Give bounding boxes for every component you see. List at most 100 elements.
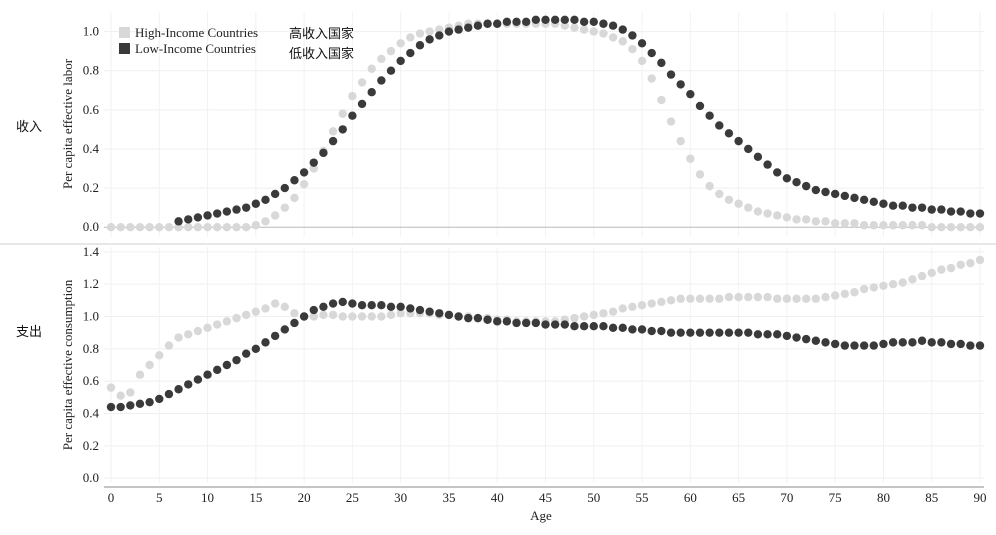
point-low-income-countries <box>966 209 975 218</box>
point-high-income-countries <box>357 78 367 87</box>
point-high-income-countries <box>705 294 714 303</box>
point-low-income-countries <box>406 304 415 313</box>
point-low-income-countries <box>541 320 550 329</box>
point-high-income-countries <box>705 181 714 191</box>
point-high-income-countries <box>618 37 627 46</box>
point-low-income-countries <box>328 136 338 146</box>
point-low-income-countries <box>647 326 656 336</box>
x-tick-label: 75 <box>829 490 842 505</box>
point-high-income-countries <box>367 64 376 73</box>
point-high-income-countries <box>328 310 338 320</box>
point-high-income-countries <box>193 223 203 232</box>
x-tick-label: 40 <box>491 490 504 505</box>
point-low-income-countries <box>473 21 483 30</box>
point-high-income-countries <box>319 310 328 320</box>
point-high-income-countries <box>135 223 145 232</box>
point-low-income-countries <box>956 339 965 349</box>
point-low-income-countries <box>686 328 695 337</box>
point-high-income-countries <box>377 312 386 321</box>
point-high-income-countries <box>927 268 936 278</box>
point-low-income-countries <box>715 121 724 130</box>
point-high-income-countries <box>898 221 907 230</box>
point-low-income-countries <box>956 207 965 216</box>
point-low-income-countries <box>328 299 338 308</box>
point-low-income-countries <box>676 328 685 337</box>
point-high-income-countries <box>155 223 164 232</box>
point-low-income-countries <box>608 21 618 30</box>
side-label-consumption: 支出 <box>16 325 42 340</box>
point-high-income-countries <box>116 391 125 400</box>
point-low-income-countries <box>203 211 212 220</box>
point-low-income-countries <box>734 328 743 337</box>
point-high-income-countries <box>106 223 116 232</box>
point-low-income-countries <box>705 328 714 337</box>
point-low-income-countries <box>338 297 347 307</box>
point-high-income-countries <box>830 291 840 300</box>
point-high-income-countries <box>270 211 280 220</box>
point-low-income-countries <box>473 313 483 323</box>
point-low-income-countries <box>425 307 434 316</box>
point-high-income-countries <box>348 312 357 321</box>
point-high-income-countries <box>734 199 743 208</box>
point-high-income-countries <box>377 54 386 64</box>
point-low-income-countries <box>724 328 734 337</box>
point-low-income-countries <box>521 318 531 328</box>
point-low-income-countries <box>184 215 193 224</box>
point-low-income-countries <box>821 187 830 197</box>
point-high-income-countries <box>647 299 656 308</box>
point-low-income-countries <box>106 402 116 412</box>
point-low-income-countries <box>280 325 289 334</box>
point-low-income-countries <box>386 66 396 75</box>
point-high-income-countries <box>184 330 193 339</box>
point-low-income-countries <box>184 380 193 389</box>
point-low-income-countries <box>454 312 463 321</box>
y-tick-label: 0.8 <box>83 63 99 78</box>
point-high-income-countries <box>174 333 183 342</box>
point-high-income-countries <box>608 33 618 42</box>
point-high-income-countries <box>290 309 299 318</box>
point-low-income-countries <box>618 25 627 34</box>
point-low-income-countries <box>666 70 676 79</box>
x-tick-label: 55 <box>636 490 649 505</box>
point-low-income-countries <box>483 19 492 28</box>
point-low-income-countries <box>193 375 203 384</box>
point-high-income-countries <box>396 39 405 48</box>
legend-label-low-income: Low-Income Countries <box>135 41 256 56</box>
point-high-income-countries <box>850 219 859 228</box>
point-high-income-countries <box>898 278 907 287</box>
point-low-income-countries <box>686 89 695 99</box>
point-high-income-countries <box>946 223 956 232</box>
point-low-income-countries <box>425 35 434 44</box>
point-high-income-countries <box>213 223 222 232</box>
y-tick-label: 0.4 <box>83 405 100 420</box>
point-low-income-countries <box>657 326 666 336</box>
point-low-income-countries <box>319 148 328 158</box>
point-low-income-countries <box>628 31 637 40</box>
y-tick-label: 0.2 <box>83 180 99 195</box>
point-low-income-countries <box>782 331 792 341</box>
legend: High-Income Countries 高收入国家 Low-Income C… <box>119 25 354 62</box>
point-low-income-countries <box>502 317 512 326</box>
point-high-income-countries <box>782 213 792 222</box>
point-high-income-countries <box>859 221 869 230</box>
point-low-income-countries <box>802 181 811 191</box>
point-low-income-countries <box>377 300 386 310</box>
point-high-income-countries <box>840 219 850 228</box>
x-tick-label: 90 <box>974 490 987 505</box>
point-low-income-countries <box>531 15 541 25</box>
point-low-income-countries <box>937 338 946 347</box>
legend-swatch-low-income <box>119 43 130 54</box>
point-high-income-countries <box>937 223 946 232</box>
x-tick-label: 70 <box>780 490 793 505</box>
point-low-income-countries <box>927 205 936 214</box>
point-low-income-countries <box>792 333 801 342</box>
x-tick-label: 35 <box>442 490 455 505</box>
point-low-income-countries <box>975 341 985 350</box>
x-tick-label: 85 <box>925 490 938 505</box>
point-low-income-countries <box>859 195 869 205</box>
point-high-income-countries <box>328 127 338 136</box>
point-low-income-countries <box>840 341 850 350</box>
point-low-income-countries <box>599 322 608 331</box>
point-low-income-countries <box>241 203 251 212</box>
point-low-income-countries <box>628 325 637 334</box>
